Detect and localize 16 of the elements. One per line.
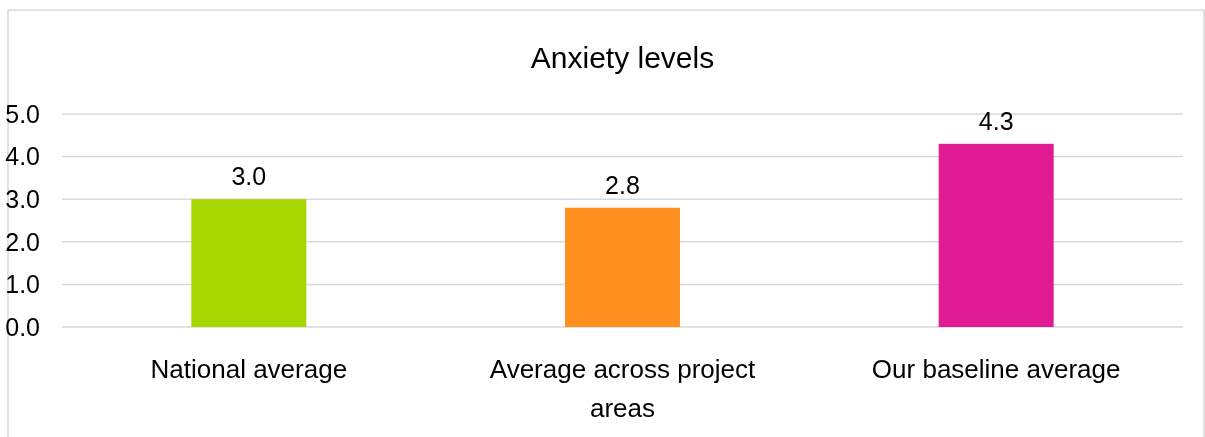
y-tick-label: 3.0 <box>5 184 40 213</box>
y-tick-label: 5.0 <box>5 99 40 128</box>
bar <box>938 143 1054 327</box>
data-label: 4.3 <box>978 106 1014 135</box>
bar <box>565 207 680 327</box>
y-tick-label: 4.0 <box>5 142 40 171</box>
y-tick-label: 1.0 <box>5 270 40 299</box>
x-tick-label: Average across project areas <box>489 354 756 423</box>
bar <box>191 199 307 327</box>
y-tick-label: 2.0 <box>5 227 40 256</box>
data-label: 3.0 <box>231 162 267 191</box>
data-label: 2.8 <box>605 170 640 199</box>
chart-title: Anxiety levels <box>530 41 715 74</box>
x-tick-label: National average <box>150 354 348 384</box>
y-tick-label: 0.0 <box>5 312 40 341</box>
x-tick-label: Our baseline average <box>871 354 1121 384</box>
